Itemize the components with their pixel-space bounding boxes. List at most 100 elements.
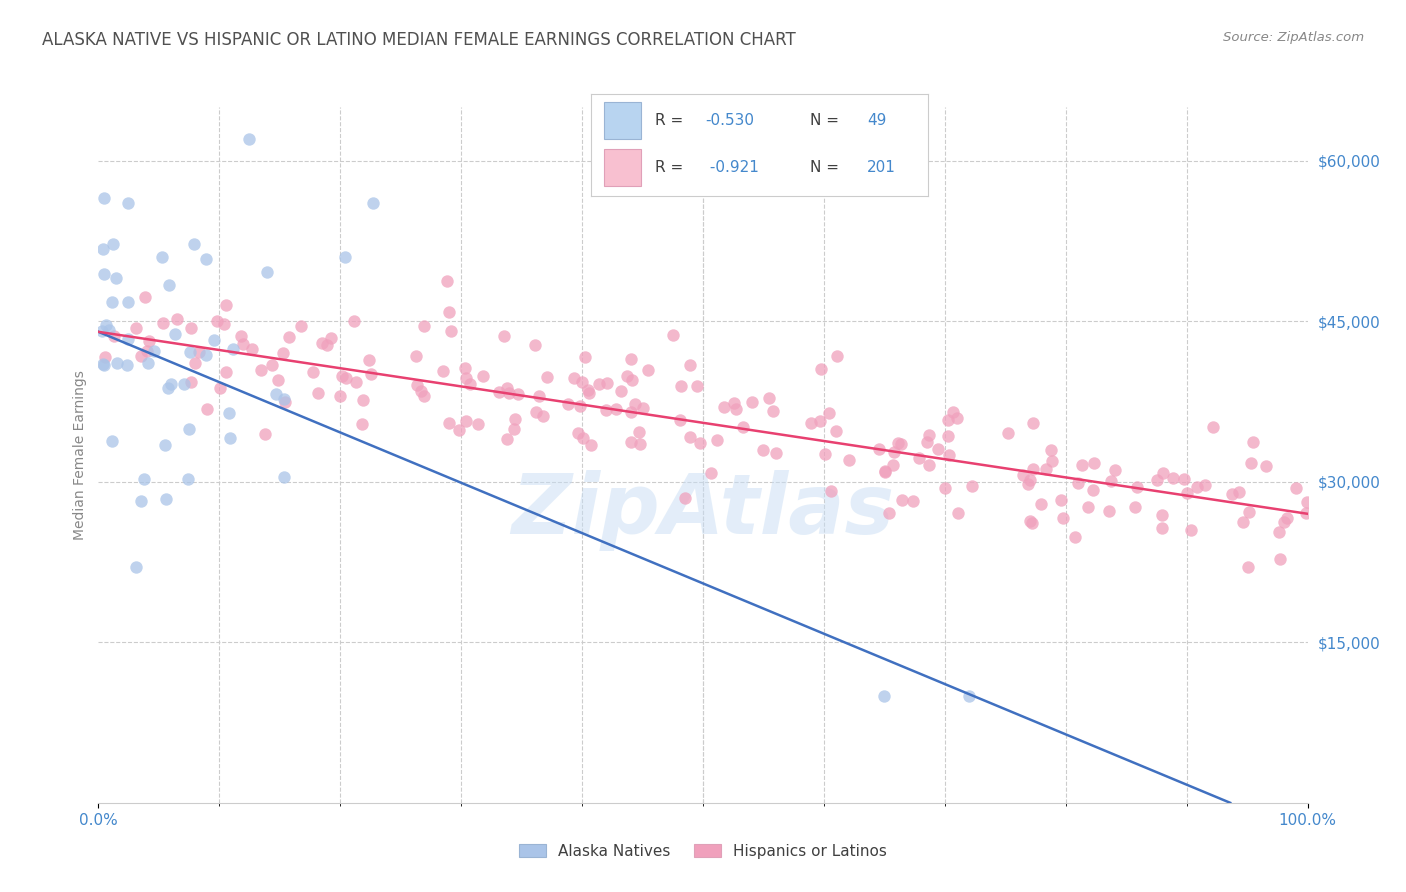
Text: N =: N = <box>810 160 844 175</box>
Point <box>454 361 477 376</box>
Point <box>194 347 217 361</box>
Point <box>1232 515 1254 529</box>
Point <box>117 333 139 347</box>
Point <box>98 323 121 337</box>
Text: Source: ZipAtlas.com: Source: ZipAtlas.com <box>1223 31 1364 45</box>
Point <box>531 409 554 423</box>
Point <box>157 381 180 395</box>
Point <box>620 373 643 387</box>
Point <box>432 364 454 378</box>
Point <box>152 250 174 264</box>
Point <box>100 295 122 310</box>
Point <box>1296 494 1319 508</box>
Point <box>723 396 745 410</box>
Point <box>115 358 138 372</box>
Point <box>1194 477 1216 491</box>
Point <box>689 436 711 450</box>
Point <box>890 492 912 507</box>
Point <box>94 350 117 364</box>
Point <box>183 236 205 251</box>
Point <box>1022 461 1045 475</box>
Point <box>1177 486 1199 500</box>
Point <box>1017 476 1039 491</box>
Point <box>1018 514 1040 528</box>
Point <box>503 411 526 425</box>
Point <box>456 371 478 385</box>
Point <box>506 387 529 401</box>
Text: 49: 49 <box>868 112 887 128</box>
Point <box>1071 458 1094 472</box>
Point <box>1098 504 1121 518</box>
Point <box>260 358 283 372</box>
Point <box>706 433 728 447</box>
Point <box>685 378 707 392</box>
Point <box>1126 480 1149 494</box>
Point <box>195 402 218 417</box>
Point <box>1180 523 1202 537</box>
Point <box>595 403 617 417</box>
Point <box>93 191 115 205</box>
Point <box>101 236 124 251</box>
Point <box>343 314 366 328</box>
Point <box>492 328 515 343</box>
Point <box>873 689 896 703</box>
Point <box>215 298 238 312</box>
Point <box>472 368 495 383</box>
Point <box>997 425 1019 440</box>
Point <box>741 394 763 409</box>
Point <box>868 442 890 456</box>
Point <box>105 271 128 285</box>
Point <box>209 381 232 395</box>
Point <box>524 405 547 419</box>
Point <box>1077 500 1099 515</box>
Point <box>1050 492 1073 507</box>
Point <box>918 427 941 442</box>
Point <box>93 359 115 373</box>
Point <box>329 389 352 403</box>
Point <box>1237 560 1260 574</box>
Point <box>436 274 458 288</box>
Point <box>637 363 659 377</box>
Point <box>335 370 357 384</box>
Point <box>361 196 384 211</box>
Point <box>253 427 276 442</box>
Point <box>1202 420 1225 434</box>
Point <box>887 436 910 450</box>
Point <box>315 338 337 352</box>
Point <box>631 401 654 416</box>
Point <box>1083 456 1105 470</box>
Point <box>166 311 188 326</box>
Point <box>620 405 643 419</box>
Point <box>1241 434 1264 449</box>
Point <box>628 425 651 439</box>
Text: 201: 201 <box>868 160 896 175</box>
Point <box>567 426 589 441</box>
Point <box>890 437 912 451</box>
Point <box>946 507 969 521</box>
Point <box>1021 516 1043 531</box>
Point <box>927 442 949 456</box>
Point <box>129 350 152 364</box>
Point <box>124 321 146 335</box>
Point <box>273 346 295 360</box>
Point <box>934 481 956 495</box>
Point <box>180 321 202 335</box>
Point <box>879 506 901 520</box>
Point <box>1104 463 1126 477</box>
Point <box>357 353 380 368</box>
Point <box>413 319 436 334</box>
Point <box>409 384 432 398</box>
Point <box>155 492 177 507</box>
Point <box>1161 471 1184 485</box>
Point <box>1040 454 1063 468</box>
Point <box>94 318 117 332</box>
Point <box>177 472 200 486</box>
Point <box>818 406 841 420</box>
Point <box>503 422 526 436</box>
Point <box>752 442 775 457</box>
Point <box>1240 457 1263 471</box>
Point <box>267 374 290 388</box>
Point <box>454 414 477 428</box>
Point <box>1185 480 1208 494</box>
Point <box>273 392 295 406</box>
